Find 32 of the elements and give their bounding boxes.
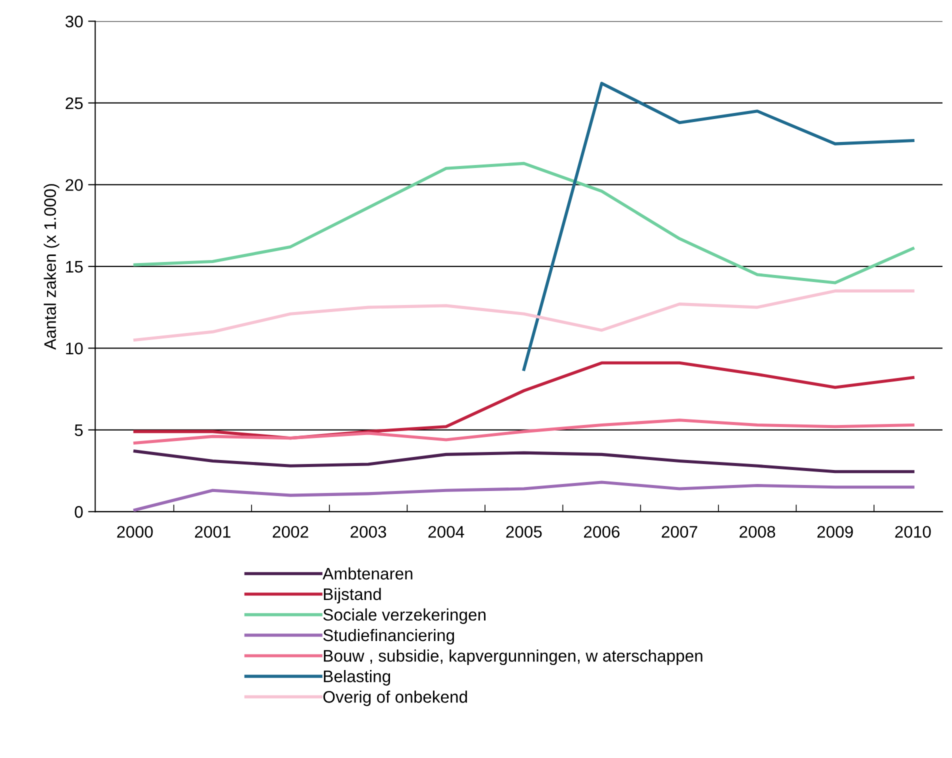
line-series xyxy=(133,480,914,512)
y-tick-label: 25 xyxy=(66,97,83,110)
y-tick-label: 20 xyxy=(66,179,83,191)
line-series xyxy=(133,418,914,445)
legend-label: Sociale verzekeringen xyxy=(323,608,486,624)
y-tick-label: 30 xyxy=(65,16,83,28)
x-tick-label: 2008 xyxy=(740,526,776,538)
y-tick-label: 0 xyxy=(74,506,83,518)
x-tick-label: 2000 xyxy=(117,526,153,538)
line-series xyxy=(133,450,914,474)
legend-label: Studiefinanciering xyxy=(323,628,454,645)
x-tick-label: 2006 xyxy=(584,526,620,538)
legend-label: Belasting xyxy=(324,670,390,686)
y-axis-title: Aantal zaken (x 1.000) xyxy=(44,184,60,350)
x-tick-label: 2009 xyxy=(817,526,853,538)
y-tick-label: 5 xyxy=(74,424,83,436)
legend-label: Ambtenaren xyxy=(322,567,412,580)
x-tick-label: 2007 xyxy=(662,526,698,538)
x-tick-label: 2001 xyxy=(194,526,230,538)
legend-label: Bijstand xyxy=(324,588,381,604)
x-tick-label: 2003 xyxy=(350,526,386,538)
line-series xyxy=(522,82,914,371)
x-tick-label: 2005 xyxy=(506,526,542,538)
x-tick-label: 2010 xyxy=(895,526,931,538)
x-tick-label: 2004 xyxy=(428,526,464,538)
y-tick-label: 15 xyxy=(66,261,83,273)
legend-label: Overig of onbekend xyxy=(323,690,467,706)
line-series xyxy=(133,162,914,284)
legend-label: Bouw , subsidie, kapvergunningen, w aterschappen xyxy=(324,650,702,666)
x-tick-label: 2002 xyxy=(272,526,308,538)
line-series xyxy=(133,289,914,342)
y-tick-label: 10 xyxy=(66,342,83,354)
